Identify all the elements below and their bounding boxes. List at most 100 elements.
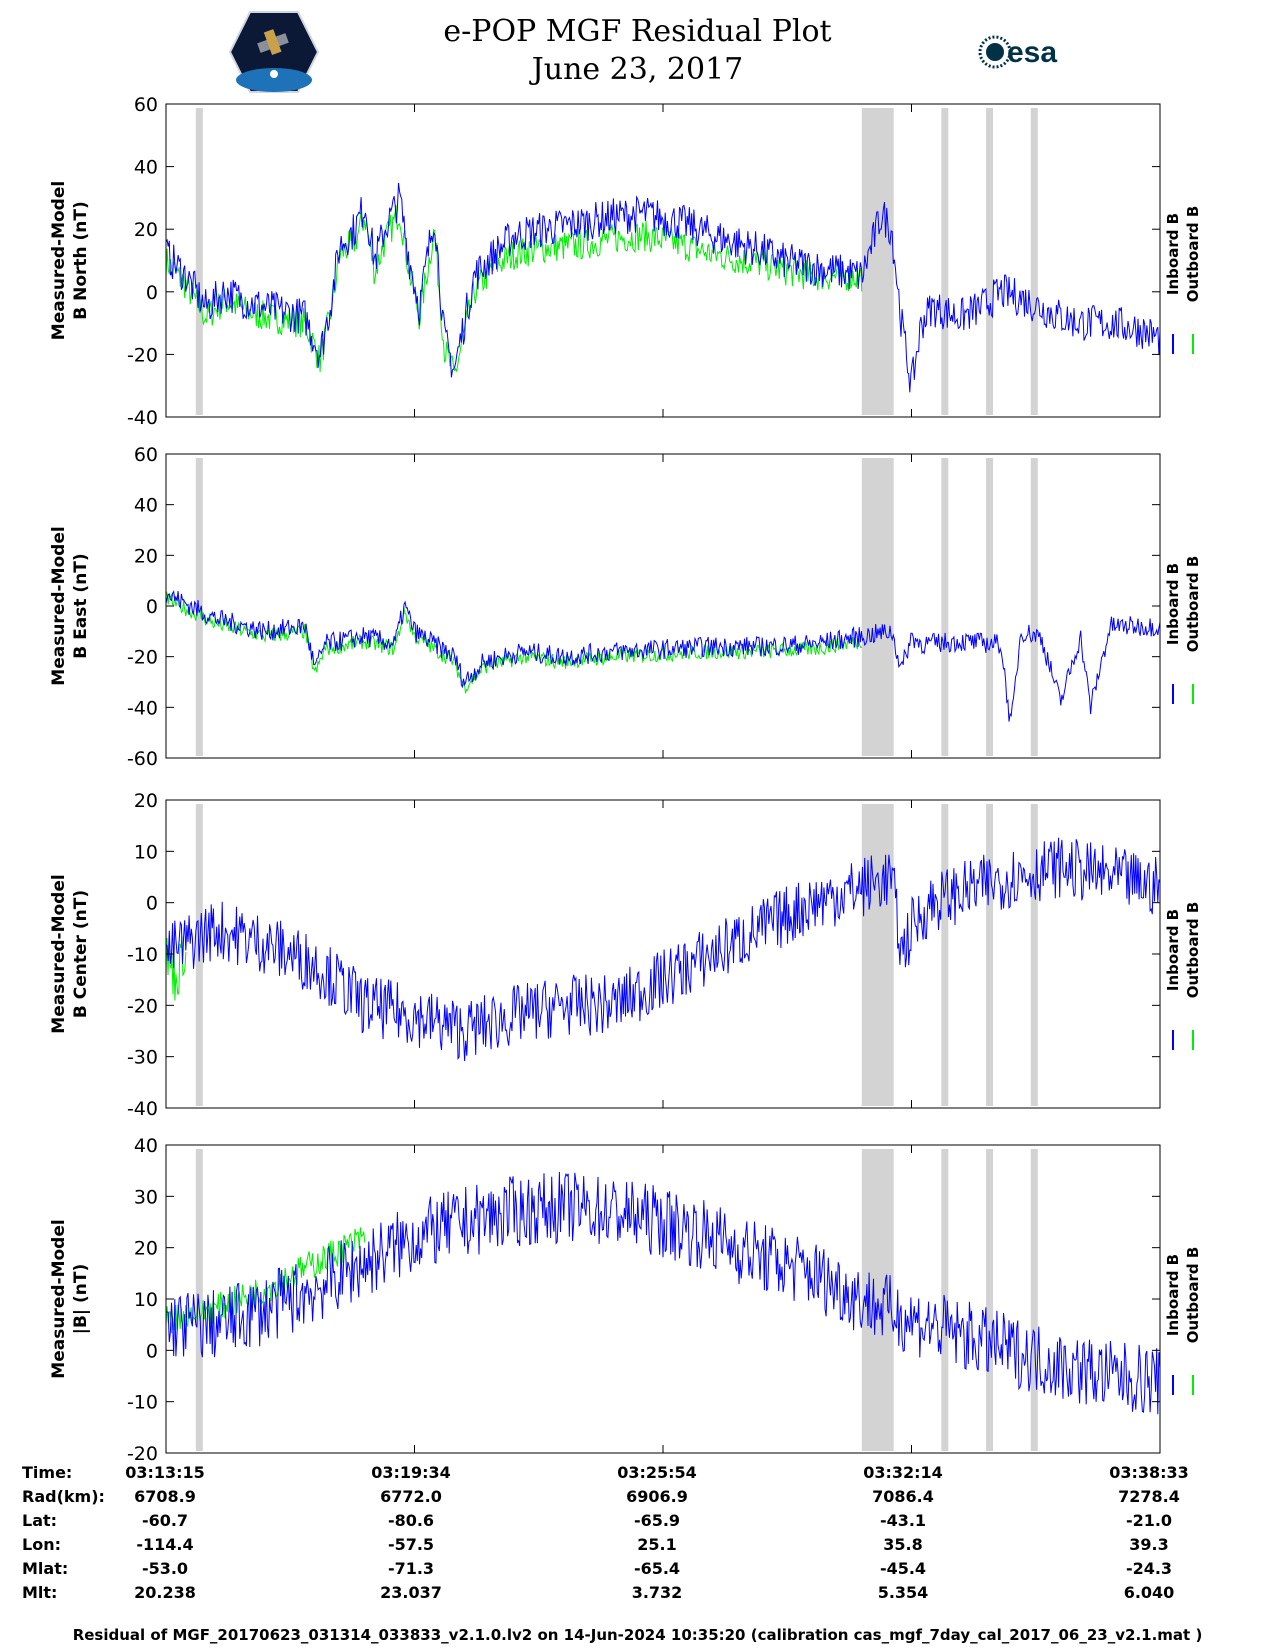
- info-label-mlat: Mlat:: [22, 1559, 69, 1578]
- data-gap-band: [886, 804, 894, 1106]
- info-value: 6708.9: [134, 1487, 196, 1506]
- data-gap-band: [866, 1149, 874, 1451]
- info-value: 03:38:33: [1109, 1463, 1189, 1482]
- info-value: 03:13:15: [125, 1463, 205, 1482]
- data-gap-band: [881, 108, 889, 415]
- data-gap-band: [941, 804, 949, 1106]
- data-gap-band: [886, 108, 894, 415]
- info-label-mlt: Mlt:: [22, 1583, 58, 1602]
- info-value: 20.238: [134, 1583, 196, 1602]
- y-tick-label: 20: [134, 219, 158, 241]
- y-tick-label: 0: [146, 1340, 158, 1362]
- data-gap-band: [871, 1149, 879, 1451]
- y-tick-label: 10: [134, 841, 158, 863]
- data-gap-band: [941, 108, 949, 415]
- data-gap-band: [871, 804, 879, 1106]
- y-tick-label: -30: [127, 1047, 158, 1069]
- info-value: 25.1: [637, 1535, 677, 1554]
- data-gap-band: [886, 458, 894, 756]
- data-gap-band: [886, 1149, 894, 1451]
- data-gap-band: [941, 458, 949, 756]
- info-value: 03:19:34: [371, 1463, 451, 1482]
- info-value: -57.5: [387, 1535, 435, 1554]
- data-gap-band: [195, 458, 203, 756]
- panel-4: -20 -10 0 10 20 30 40 Measured-Model |B| (nT) Inb…: [49, 1135, 1202, 1465]
- y-tick-label: -20: [127, 1443, 158, 1465]
- data-gap-band: [1030, 1149, 1038, 1451]
- info-value: 03:25:54: [617, 1463, 697, 1482]
- y-tick-label: -10: [127, 944, 158, 966]
- y-tick-label: -40: [127, 1098, 158, 1120]
- info-value: 35.8: [883, 1535, 923, 1554]
- info-value: -53.0: [141, 1559, 189, 1578]
- legend-label: Outboard B: [1184, 206, 1202, 303]
- y-tick-label: -10: [127, 1392, 158, 1414]
- info-value: -80.6: [387, 1511, 435, 1530]
- y-tick-label: 0: [146, 893, 158, 915]
- y-axis-label: Measured-Model: [49, 1219, 69, 1378]
- data-gap-band: [866, 108, 874, 415]
- y-axis-label: B North (nT): [71, 201, 91, 320]
- info-value: 23.037: [380, 1583, 442, 1602]
- y-tick-label: 20: [134, 545, 158, 567]
- data-gap-band: [876, 458, 884, 756]
- data-gap-band: [876, 804, 884, 1106]
- chart-subtitle: June 23, 2017: [531, 52, 744, 87]
- data-gap-band: [986, 804, 994, 1106]
- info-label-lon: Lon:: [22, 1535, 61, 1554]
- data-gap-band: [986, 108, 994, 415]
- legend-label: Inboard B: [1164, 563, 1182, 645]
- data-gap-band: [866, 458, 874, 756]
- y-tick-label: -40: [127, 697, 158, 719]
- y-tick-label: 40: [134, 1135, 158, 1157]
- info-label-time: Time:: [22, 1463, 73, 1482]
- info-value: -65.9: [633, 1511, 681, 1530]
- plot-frame: [165, 453, 1161, 759]
- data-gap-band: [861, 458, 869, 756]
- info-value: 5.354: [877, 1583, 929, 1602]
- series-line-inboard-b: [165, 1171, 1161, 1415]
- data-gap-band: [876, 1149, 884, 1451]
- info-value: 6772.0: [380, 1487, 442, 1506]
- info-value: 39.3: [1129, 1535, 1169, 1554]
- y-tick-label: 10: [134, 1289, 158, 1311]
- plot-frame: [165, 103, 1161, 418]
- y-tick-label: 60: [134, 94, 158, 116]
- info-label-lat: Lat:: [22, 1511, 58, 1530]
- info-value: 03:32:14: [863, 1463, 943, 1482]
- info-value: -65.4: [633, 1559, 681, 1578]
- y-axis-label: Measured-Model: [49, 526, 69, 685]
- y-tick-label: 60: [134, 444, 158, 466]
- data-gap-band: [876, 108, 884, 415]
- y-axis-label: Measured-Model: [49, 874, 69, 1033]
- info-value: -71.3: [387, 1559, 435, 1578]
- data-gap-band: [986, 458, 994, 756]
- data-gap-band: [1030, 458, 1038, 756]
- data-gap-band: [866, 804, 874, 1106]
- data-gap-band: [871, 108, 879, 415]
- info-value: 6.040: [1123, 1583, 1175, 1602]
- data-gap-band: [986, 1149, 994, 1451]
- panel-3: -40 -30 -20 -10 0 10 20 Measured-Model B Center …: [49, 790, 1202, 1120]
- info-value: -60.7: [141, 1511, 189, 1530]
- data-gap-band: [881, 804, 889, 1106]
- y-axis-label: Measured-Model: [49, 181, 69, 340]
- info-value: -45.4: [879, 1559, 927, 1578]
- chart-title: e-POP MGF Residual Plot: [443, 14, 832, 49]
- legend-label: Outboard B: [1184, 1247, 1202, 1344]
- y-tick-label: 20: [134, 1238, 158, 1260]
- info-value: 7278.4: [1118, 1487, 1180, 1506]
- legend-label: Outboard B: [1184, 902, 1202, 999]
- y-tick-label: 40: [134, 157, 158, 179]
- series-line-outboard-b: [165, 590, 862, 694]
- series-line-outboard-b: [165, 205, 863, 373]
- series-line-inboard-b: [165, 837, 1161, 1062]
- data-gap-band: [1030, 804, 1038, 1106]
- y-tick-label: -60: [127, 748, 158, 770]
- esa-logo: esa: [978, 35, 1057, 69]
- y-axis-label: B Center (nT): [71, 890, 91, 1018]
- info-value: -114.4: [136, 1535, 194, 1554]
- y-tick-label: 0: [146, 596, 158, 618]
- data-gap-band: [881, 1149, 889, 1451]
